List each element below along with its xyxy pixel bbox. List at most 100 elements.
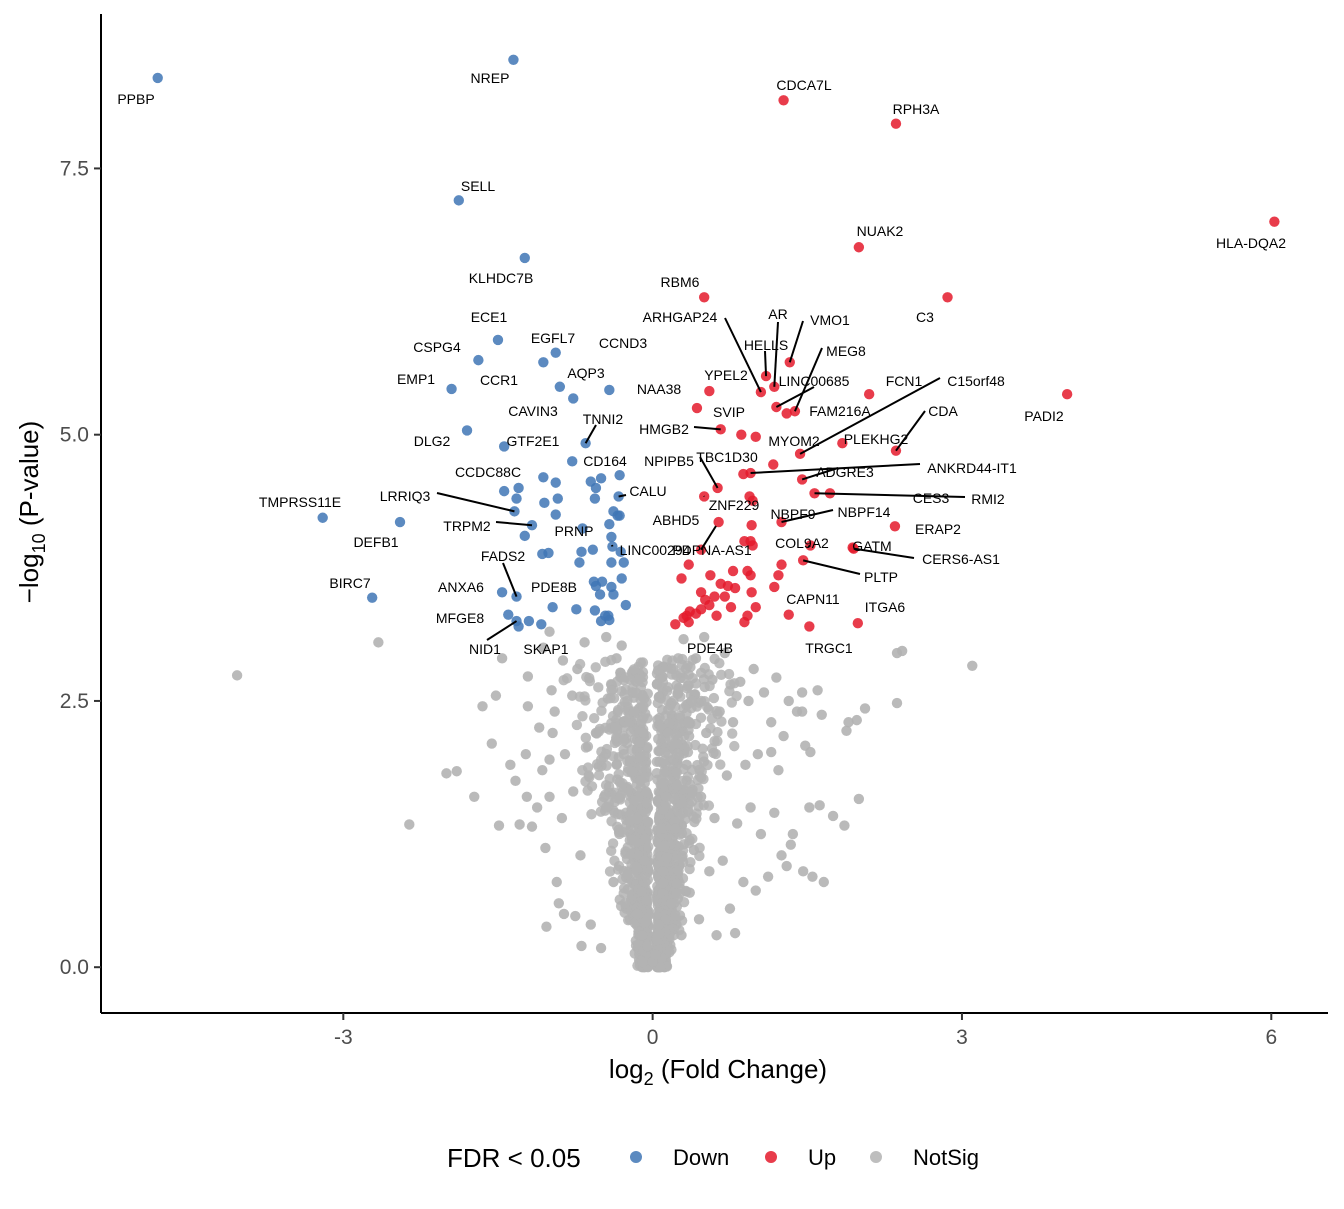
notsig-point	[693, 783, 704, 794]
notsig-point	[745, 802, 756, 813]
gene-labels: PPBP NREP SELL KLHDC7B ECE1 EGFL7 CSPG4 CCND3 AQ…	[117, 70, 1286, 657]
notsig-point	[683, 804, 694, 815]
notsig-point	[640, 916, 652, 927]
notsig-point	[549, 706, 560, 717]
gene-point-aqp3	[554, 381, 566, 392]
gene-label: HMGB2	[639, 421, 689, 437]
notsig-point	[571, 719, 583, 731]
notsig-point	[477, 701, 488, 712]
leader-line	[802, 559, 861, 575]
notsig-point	[627, 766, 638, 777]
down-point	[589, 605, 601, 616]
notsig-point	[585, 919, 596, 930]
gene-label: FAM216A	[809, 403, 871, 419]
y-tick-label: 7.5	[60, 157, 89, 180]
notsig-point	[618, 826, 629, 838]
notsig-point	[698, 631, 710, 643]
gene-label: ANXA6	[438, 579, 484, 595]
gene-label: CERS6-AS1	[922, 551, 1000, 567]
notsig-point	[660, 791, 672, 802]
notsig-point	[706, 713, 718, 724]
notsig-point	[716, 669, 727, 680]
notsig-point	[531, 802, 543, 813]
leader-line	[584, 424, 597, 444]
notsig-point	[796, 687, 808, 698]
up-point	[747, 540, 758, 551]
x-tick-label: 0	[647, 1026, 659, 1049]
up-point	[768, 459, 779, 470]
notsig-point	[580, 742, 592, 753]
notsig-point	[608, 876, 619, 888]
notsig-point	[805, 746, 816, 758]
notsig-point	[657, 877, 669, 889]
gene-point-sell	[453, 195, 464, 206]
gene-point-trgc1	[804, 621, 815, 632]
notsig-point	[582, 785, 593, 796]
notsig-point	[606, 685, 617, 696]
gene-label: TRPM2	[443, 518, 491, 534]
notsig-point	[807, 871, 818, 882]
notsig-point	[635, 751, 646, 763]
notsig-point	[762, 871, 774, 882]
notsig-point	[510, 775, 521, 787]
notsig-point	[684, 887, 695, 898]
notsig-point	[496, 653, 508, 664]
gene-label: C15orf48	[947, 373, 1005, 389]
gene-label: LINC00294	[620, 542, 691, 558]
notsig-point	[851, 714, 862, 726]
notsig-point	[671, 767, 682, 778]
notsig-point	[664, 947, 675, 958]
gene-label: CCDC88C	[455, 464, 521, 480]
notsig-point	[486, 738, 497, 749]
notsig-point	[612, 704, 624, 716]
notsig-point	[505, 759, 516, 771]
notsig-point	[521, 791, 533, 802]
notsig-point	[625, 726, 637, 737]
notsig-point	[719, 647, 731, 659]
leader-line	[436, 492, 515, 513]
up-point	[750, 602, 761, 613]
notsig-point	[576, 940, 587, 952]
gene-label: ITGA6	[865, 599, 906, 615]
notsig-point	[699, 696, 710, 707]
gene-point-ece1	[492, 334, 504, 346]
notsig-point	[661, 852, 673, 863]
notsig-point	[781, 860, 792, 872]
leader-line	[693, 426, 721, 431]
notsig-point	[659, 767, 670, 779]
notsig-point	[637, 956, 648, 968]
gene-point-ypel2	[704, 385, 715, 397]
down-point	[590, 482, 602, 494]
notsig-point	[572, 663, 583, 675]
gene-point-myom2	[750, 431, 761, 443]
leader-line	[495, 521, 533, 527]
leader-line	[807, 544, 811, 548]
notsig-point	[579, 637, 590, 648]
gene-point-rph3a	[890, 118, 902, 129]
notsig-point	[534, 722, 545, 733]
legend-key-down	[630, 1151, 642, 1163]
down-point	[519, 530, 530, 542]
down-point	[604, 518, 615, 530]
notsig-point	[686, 695, 698, 707]
notsig-point	[659, 755, 670, 766]
up-point	[670, 619, 681, 630]
leader-line	[799, 377, 941, 455]
gene-label: ABHD5	[653, 512, 700, 528]
y-tick-label: 5.0	[60, 424, 89, 447]
notsig-point	[776, 850, 787, 861]
notsig-point	[743, 695, 754, 707]
leader-line	[502, 562, 518, 597]
down-point	[618, 557, 629, 568]
gene-label: KLHDC7B	[469, 270, 534, 286]
notsig-point	[557, 655, 569, 666]
down-point	[523, 615, 535, 627]
notsig-point	[707, 674, 718, 685]
notsig-point	[729, 740, 740, 752]
gene-label: PLEKHG2	[844, 431, 909, 447]
gene-point-ccdc88c	[498, 485, 510, 497]
notsig-point	[580, 732, 592, 744]
gene-point-prnp	[612, 510, 623, 521]
notsig-point	[812, 685, 823, 696]
